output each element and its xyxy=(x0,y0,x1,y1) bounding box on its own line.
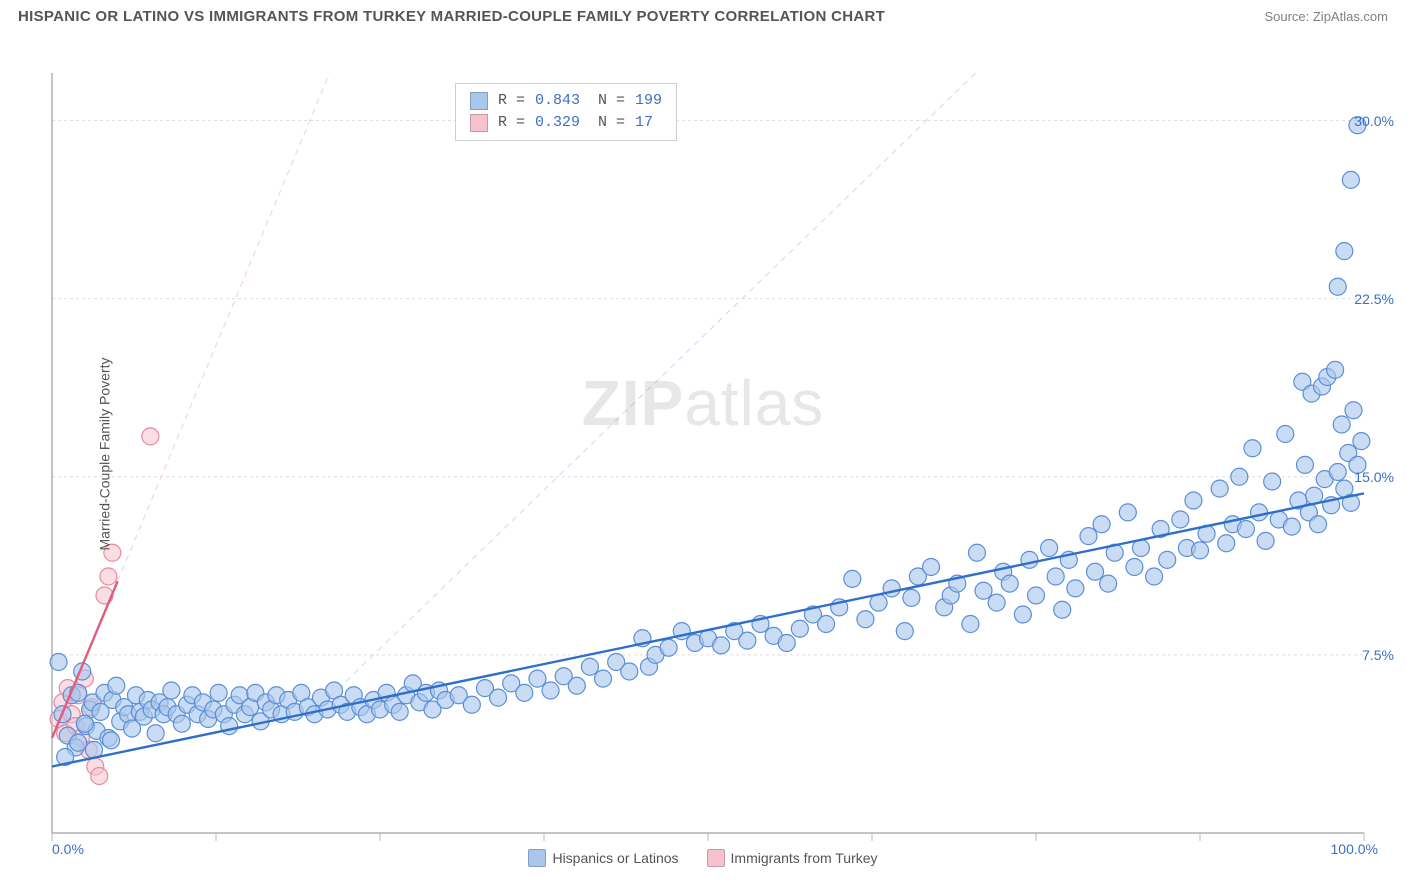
legend-item: Hispanics or Latinos xyxy=(528,849,678,867)
y-axis-label: Married-Couple Family Poverty xyxy=(96,358,112,551)
stats-swatch xyxy=(470,114,488,132)
stats-r-value: 0.843 xyxy=(535,90,580,112)
y-tick-label: 7.5% xyxy=(1362,647,1394,663)
source-link[interactable]: ZipAtlas.com xyxy=(1313,9,1388,24)
legend-item: Immigrants from Turkey xyxy=(707,849,878,867)
correlation-stats-box: R = 0.843 N = 199 R = 0.329 N = 17 xyxy=(455,83,677,141)
stats-r-label: R = xyxy=(498,112,525,134)
chart-source: Source: ZipAtlas.com xyxy=(1264,9,1388,24)
chart-title: HISPANIC OR LATINO VS IMMIGRANTS FROM TU… xyxy=(18,8,885,25)
y-tick-label: 30.0% xyxy=(1354,113,1394,129)
legend-label: Immigrants from Turkey xyxy=(731,850,878,866)
stats-swatch xyxy=(470,92,488,110)
stats-n-value: 199 xyxy=(635,90,662,112)
stats-r-value: 0.329 xyxy=(535,112,580,134)
y-tick-label: 15.0% xyxy=(1354,469,1394,485)
legend-swatch xyxy=(707,849,725,867)
scatter-plot-svg xyxy=(0,29,1406,849)
legend-swatch xyxy=(528,849,546,867)
legend: Hispanics or Latinos Immigrants from Turk… xyxy=(0,849,1406,867)
stats-n-label: N = xyxy=(598,90,625,112)
stats-row: R = 0.329 N = 17 xyxy=(470,112,662,134)
stats-n-label: N = xyxy=(598,112,625,134)
chart-header: HISPANIC OR LATINO VS IMMIGRANTS FROM TU… xyxy=(0,0,1406,29)
stats-row: R = 0.843 N = 199 xyxy=(470,90,662,112)
stats-n-value: 17 xyxy=(635,112,653,134)
stats-r-label: R = xyxy=(498,90,525,112)
legend-label: Hispanics or Latinos xyxy=(552,850,678,866)
source-prefix: Source: xyxy=(1264,9,1312,24)
y-tick-label: 22.5% xyxy=(1354,291,1394,307)
chart-area: Married-Couple Family Poverty ZIPatlas R… xyxy=(0,29,1406,879)
